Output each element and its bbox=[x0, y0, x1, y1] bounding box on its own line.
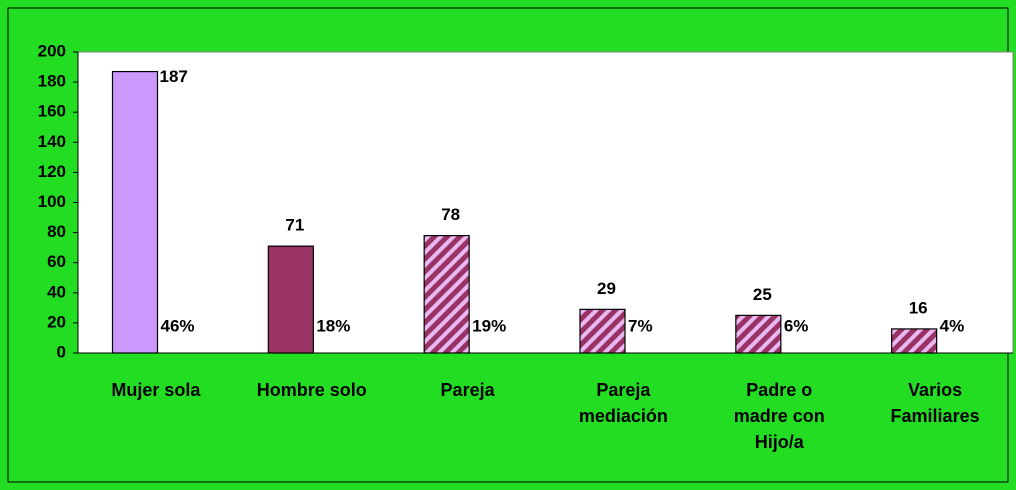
x-tick-label: Pareja mediación bbox=[578, 380, 668, 426]
y-tick-label: 80 bbox=[47, 222, 66, 241]
bar bbox=[579, 308, 626, 354]
y-tick-label: 160 bbox=[38, 102, 66, 121]
value-label: 29 bbox=[597, 279, 616, 298]
value-label: 16 bbox=[909, 298, 928, 317]
share-label: 19% bbox=[472, 316, 506, 335]
share-label: 46% bbox=[161, 316, 195, 335]
x-tick-label: Varios Familiares bbox=[890, 380, 980, 426]
bar bbox=[891, 328, 938, 354]
y-tick-label: 140 bbox=[38, 132, 66, 151]
share-label: 4% bbox=[940, 316, 965, 335]
value-label: 78 bbox=[441, 205, 460, 224]
y-tick-label: 100 bbox=[38, 192, 66, 211]
share-label: 18% bbox=[316, 316, 350, 335]
value-label: 25 bbox=[753, 285, 772, 304]
bar bbox=[735, 314, 782, 354]
share-label: 7% bbox=[628, 316, 653, 335]
y-tick-label: 120 bbox=[38, 162, 66, 181]
plot-area bbox=[77, 51, 1014, 354]
x-tick-label: Mujer sola bbox=[111, 380, 201, 400]
y-tick-label: 200 bbox=[38, 41, 66, 60]
x-tick-label: Hombre solo bbox=[256, 380, 367, 400]
value-label: 71 bbox=[285, 216, 304, 235]
y-tick-label: 40 bbox=[47, 282, 66, 301]
y-tick-label: 20 bbox=[47, 312, 66, 331]
bar bbox=[423, 235, 470, 354]
value-label: 187 bbox=[160, 67, 188, 86]
y-tick-label: 60 bbox=[47, 252, 66, 271]
x-tick-label: Pareja bbox=[440, 380, 495, 400]
y-tick-label: 180 bbox=[38, 72, 66, 91]
bar bbox=[111, 70, 159, 354]
y-tick-label: 0 bbox=[57, 342, 66, 361]
share-label: 6% bbox=[784, 316, 809, 335]
x-tick-label: Padre o madre con Hijo/a bbox=[733, 380, 825, 452]
bar bbox=[267, 245, 314, 354]
